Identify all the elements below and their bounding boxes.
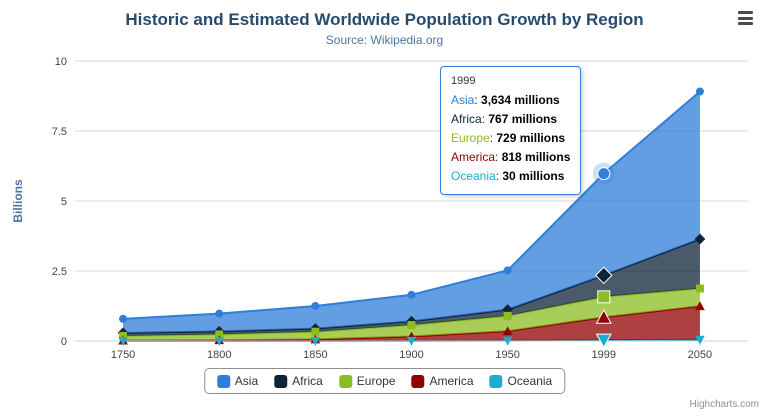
legend-symbol	[489, 374, 503, 388]
chart-title: Historic and Estimated Worldwide Populat…	[125, 10, 644, 29]
data-point-marker[interactable]	[118, 336, 128, 346]
data-point-marker[interactable]	[215, 309, 224, 318]
chart-context-menu-button[interactable]	[733, 7, 757, 29]
legend-item-asia[interactable]: Asia	[216, 374, 259, 388]
legend-item-europe[interactable]: Europe	[338, 374, 396, 388]
legend-symbol	[216, 374, 230, 388]
area-series-america[interactable]	[123, 306, 700, 341]
data-point-marker[interactable]	[311, 327, 320, 336]
x-axis-label: 1800	[207, 349, 231, 361]
y-axis-label: 0	[61, 336, 67, 348]
legend-symbol	[274, 374, 288, 388]
data-point-marker[interactable]	[119, 314, 128, 323]
legend-label: Asia	[234, 374, 259, 388]
y-axis-title: Billions	[11, 179, 25, 223]
data-point-marker[interactable]	[407, 290, 416, 299]
x-axis-label: 2050	[688, 349, 712, 361]
area-series-asia[interactable]	[123, 91, 700, 333]
legend-label: America	[429, 374, 474, 388]
data-point-marker[interactable]	[502, 326, 513, 336]
y-axis-label: 7.5	[52, 126, 67, 138]
data-point-marker[interactable]	[310, 336, 321, 346]
data-point-marker[interactable]	[595, 333, 612, 349]
y-axis-label: 10	[55, 56, 67, 68]
data-point-marker[interactable]	[215, 330, 224, 339]
data-point-marker[interactable]	[407, 321, 416, 330]
data-point-marker[interactable]	[695, 335, 705, 345]
legend-item-oceania[interactable]: Oceania	[489, 374, 553, 388]
data-point-marker[interactable]	[594, 266, 613, 285]
x-axis-label: 1900	[399, 349, 423, 361]
data-point-marker[interactable]	[595, 309, 612, 324]
legend-symbol	[338, 374, 352, 388]
legend-item-america[interactable]: America	[411, 374, 474, 388]
x-axis-label: 1950	[495, 349, 519, 361]
data-point-marker[interactable]	[694, 233, 706, 245]
data-point-marker[interactable]	[503, 311, 512, 320]
data-point-marker[interactable]	[503, 266, 512, 275]
data-point-marker[interactable]	[406, 336, 417, 346]
x-axis-label: 1750	[111, 349, 135, 361]
data-point-marker[interactable]	[502, 336, 513, 346]
chart-subtitle: Source: Wikipedia.org	[325, 33, 444, 47]
legend-item-africa[interactable]: Africa	[274, 374, 323, 388]
y-axis-label: 2.5	[52, 266, 67, 278]
data-point-marker[interactable]	[214, 336, 225, 346]
legend-symbol	[411, 374, 425, 388]
legend: Asia Africa Europe America Oceania	[203, 368, 566, 394]
legend-label: Africa	[292, 374, 323, 388]
y-axis-label: 5	[61, 196, 67, 208]
data-point-marker[interactable]	[597, 290, 611, 304]
data-point-marker[interactable]	[695, 301, 705, 311]
data-point-marker[interactable]	[695, 87, 704, 96]
credits-link[interactable]: Highcharts.com	[689, 399, 759, 410]
area-series-africa[interactable]	[123, 239, 700, 336]
legend-label: Oceania	[507, 374, 553, 388]
data-point-marker[interactable]	[311, 301, 320, 310]
x-axis-label: 1850	[303, 349, 327, 361]
data-point-marker[interactable]	[695, 284, 704, 293]
hamburger-icon	[737, 9, 753, 28]
x-axis-label: 1999	[592, 349, 616, 361]
legend-label: Europe	[356, 374, 396, 388]
data-point-marker[interactable]	[597, 167, 611, 181]
